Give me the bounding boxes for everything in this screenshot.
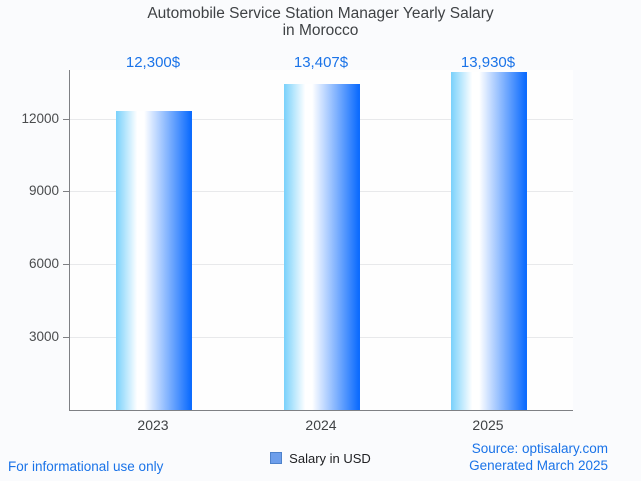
- chart-title: Automobile Service Station Manager Yearl…: [0, 5, 641, 39]
- chart-title-line2: in Morocco: [282, 22, 359, 39]
- bar-2024[interactable]: [284, 84, 360, 410]
- legend-label: Salary in USD: [289, 450, 371, 466]
- x-axis-label: 2025: [472, 417, 504, 433]
- legend-swatch-icon[interactable]: [270, 452, 283, 464]
- x-axis-label: 2024: [305, 417, 337, 433]
- bar-value-label: 12,300$: [125, 54, 181, 71]
- legend: Salary in USD: [0, 450, 641, 466]
- chart-title-line1: Automobile Service Station Manager Yearl…: [147, 5, 494, 22]
- y-axis-tick: [63, 119, 70, 120]
- bar-2023[interactable]: [116, 111, 192, 410]
- y-axis-label: 12000: [21, 111, 59, 126]
- y-axis-label: 3000: [28, 329, 59, 344]
- plot-area: [63, 70, 573, 411]
- bar-2025[interactable]: [451, 72, 527, 410]
- source-link[interactable]: Source: optisalary.com: [471, 441, 608, 456]
- y-axis-tick: [63, 337, 70, 338]
- source-info: Source: optisalary.com Generated March 2…: [469, 440, 608, 474]
- y-axis-tick: [63, 191, 70, 192]
- disclaimer-text: For informational use only: [8, 459, 164, 474]
- bar-value-label: 13,407$: [293, 54, 349, 71]
- x-axis-label: 2023: [137, 417, 169, 433]
- y-axis-tick: [63, 264, 70, 265]
- bar-value-label: 13,930$: [460, 54, 516, 71]
- generated-date: Generated March 2025: [469, 458, 608, 473]
- y-axis-label: 9000: [28, 183, 59, 198]
- y-axis-label: 6000: [28, 256, 59, 271]
